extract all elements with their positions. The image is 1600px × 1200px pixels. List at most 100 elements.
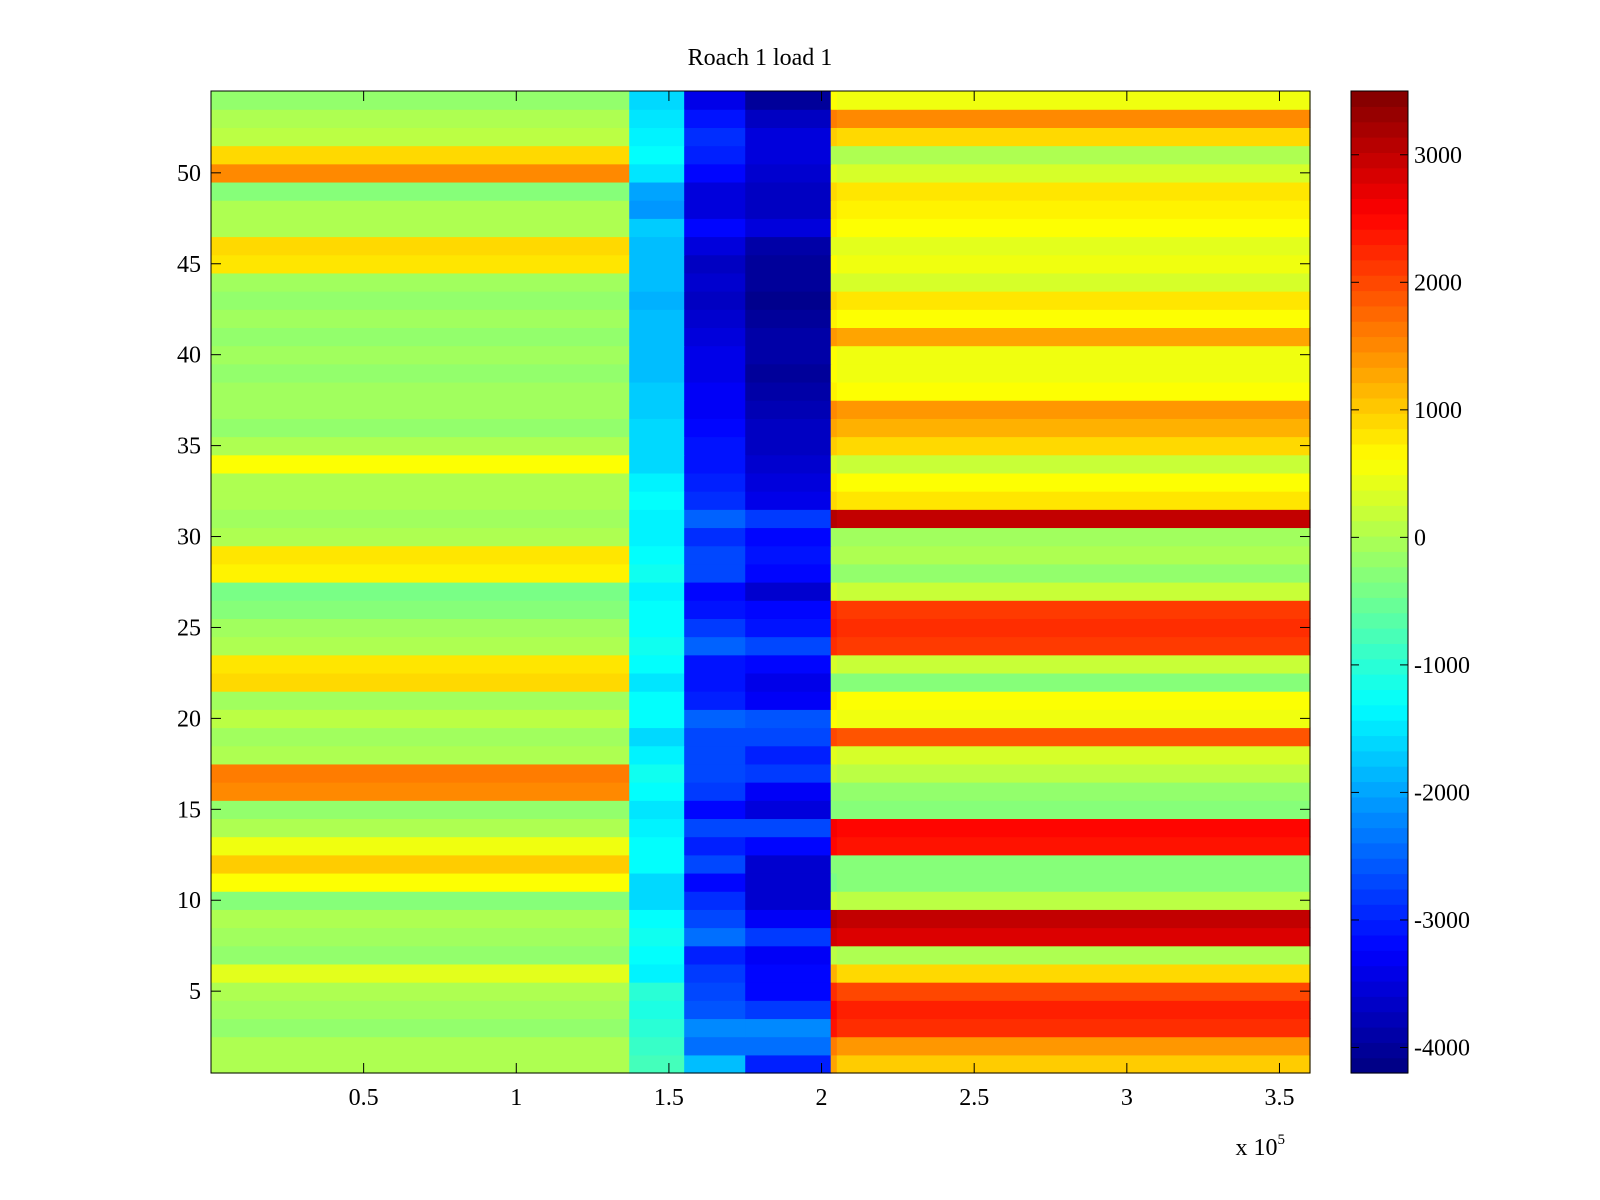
heatmap-cell — [745, 163, 832, 183]
heatmap-cell — [830, 800, 838, 820]
heatmap-cell — [684, 491, 746, 510]
heatmap-cell — [745, 782, 832, 801]
heatmap-cell — [830, 745, 838, 765]
heatmap-cell — [830, 454, 838, 474]
heatmap-cell — [629, 272, 685, 292]
colorbar: 3000 2000 1000 0 -1000 -2000 -3000 -4000 — [1350, 90, 1470, 1074]
heatmap-cell — [629, 636, 685, 656]
heatmap-cell — [745, 582, 832, 601]
heatmap-cell — [629, 709, 685, 729]
heatmap-cell — [836, 727, 1311, 747]
heatmap-cell — [836, 91, 1311, 110]
colorbar-swatch — [1351, 674, 1408, 690]
heatmap-cell — [745, 418, 832, 438]
heatmap-cell — [684, 854, 746, 874]
y-tick-label: 35 — [177, 434, 201, 460]
heatmap-cell — [684, 418, 746, 438]
heatmap-cell — [836, 545, 1311, 565]
heatmap-cell — [629, 836, 685, 856]
heatmap-cell — [629, 327, 685, 347]
heatmap-cell — [211, 1018, 630, 1038]
colorbar-tick-label: -1000 — [1414, 653, 1470, 679]
colorbar-swatch — [1351, 489, 1408, 506]
heatmap-cell — [830, 945, 838, 965]
heatmap-cell — [745, 709, 832, 729]
heatmap-cell — [830, 472, 838, 492]
plot-axes: 0.5 1 1.5 2 2.5 3 3.5 5 10 15 20 25 30 35 40 45 50 — [177, 90, 1311, 1111]
heatmap-cell — [684, 636, 746, 656]
heatmap-cell — [745, 109, 832, 128]
heatmap-cell — [211, 727, 630, 747]
heatmap-cell — [629, 1054, 685, 1074]
heatmap-cell — [836, 1054, 1311, 1074]
heatmap-cell — [745, 563, 832, 583]
heatmap-cell — [211, 472, 630, 492]
heatmap-cell — [745, 509, 832, 529]
colorbar-swatch — [1351, 873, 1408, 890]
heatmap-cell — [830, 400, 838, 419]
heatmap-cell — [745, 1054, 832, 1074]
heatmap-cell — [836, 818, 1311, 838]
heatmap-cell — [684, 618, 746, 638]
heatmap-cell — [684, 309, 746, 329]
colorbar-swatch — [1351, 766, 1408, 783]
heatmap-cell — [745, 345, 832, 365]
heatmap-cell — [211, 163, 630, 183]
heatmap-cell — [684, 982, 746, 1001]
colorbar-swatch — [1351, 167, 1408, 184]
heatmap-cell — [629, 309, 685, 329]
heatmap-cell — [211, 909, 630, 929]
colorbar-swatch — [1351, 827, 1408, 844]
heatmap-cell — [684, 291, 746, 310]
heatmap-cell — [745, 218, 832, 238]
heatmap-cell — [830, 545, 838, 565]
heatmap-cell — [211, 527, 630, 547]
colorbar-swatch — [1351, 535, 1408, 552]
heatmap-cell — [684, 745, 746, 765]
heatmap-cell — [211, 145, 630, 165]
heatmap-cell — [684, 400, 746, 419]
heatmap-cell — [684, 272, 746, 292]
heatmap-cell — [830, 1036, 838, 1056]
heatmap-cell — [745, 527, 832, 547]
heatmap-cell — [836, 200, 1311, 219]
colorbar-swatch — [1351, 290, 1408, 307]
heatmap-cell — [211, 291, 630, 310]
y-tick-label: 45 — [177, 252, 201, 278]
heatmap-cell — [830, 672, 838, 692]
heatmap-cell — [836, 254, 1311, 274]
heatmap-cell — [629, 91, 685, 110]
heatmap-cell — [629, 291, 685, 310]
heatmap-cell — [836, 854, 1311, 874]
heatmap-cell — [629, 982, 685, 1001]
colorbar-swatch — [1351, 597, 1408, 614]
heatmap-cell — [830, 163, 838, 183]
heatmap-cell — [745, 291, 832, 310]
heatmap-cell — [836, 709, 1311, 729]
heatmap-cell — [629, 563, 685, 583]
heatmap-cell — [830, 1054, 838, 1074]
colorbar-tick-label: -4000 — [1414, 1035, 1470, 1061]
colorbar-tick-label: -3000 — [1414, 908, 1470, 934]
colorbar-swatch — [1351, 781, 1408, 798]
y-tick-label: 30 — [177, 525, 201, 551]
heatmap-cell — [211, 218, 630, 238]
heatmap-cell — [211, 400, 630, 419]
heatmap-cell — [830, 654, 838, 674]
heatmap-cell — [745, 909, 832, 929]
heatmap-cell — [211, 745, 630, 765]
heatmap-cell — [745, 872, 832, 892]
colorbar-swatch — [1351, 658, 1408, 675]
heatmap-cell — [745, 363, 832, 383]
heatmap-cell — [684, 782, 746, 801]
heatmap-cell — [745, 436, 832, 456]
heatmap-cell — [830, 527, 838, 547]
heatmap-cell — [211, 109, 630, 128]
heatmap-cell — [211, 181, 630, 201]
heatmap-cell — [211, 872, 630, 892]
heatmap-cell — [629, 400, 685, 419]
heatmap-cell — [830, 909, 838, 929]
y-tick-label: 25 — [177, 615, 201, 641]
x-tick-label: 2 — [816, 1085, 828, 1111]
